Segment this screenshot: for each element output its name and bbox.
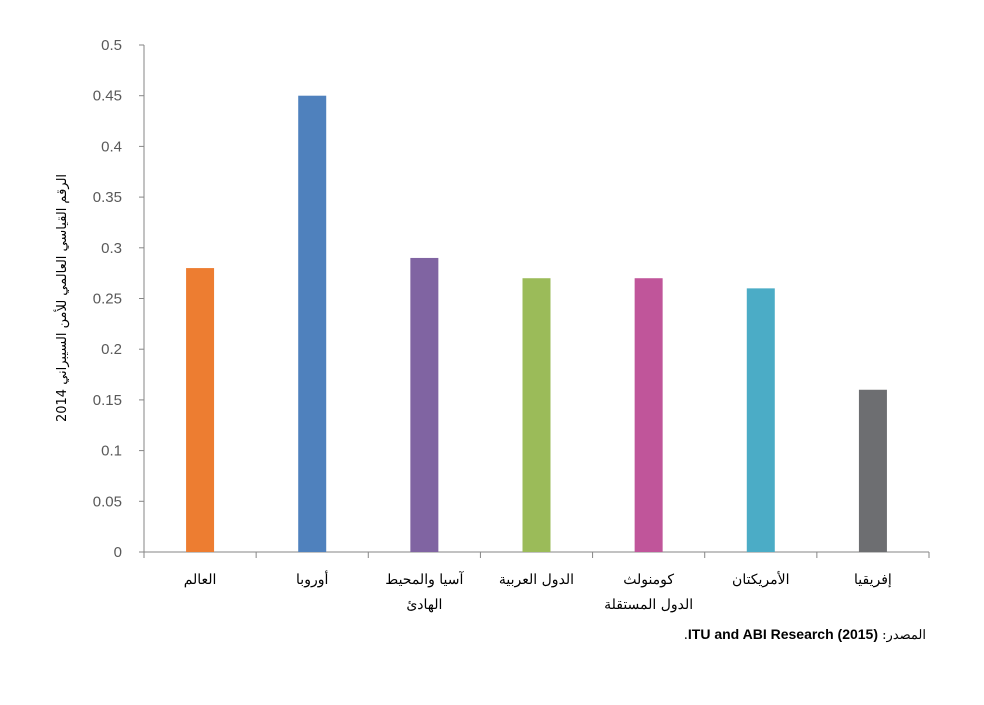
category-labels: العالم أوروبا آسيا والمحيط الهادئ الدول العر… <box>184 569 892 613</box>
y-tick-label: 0.2 <box>101 341 122 358</box>
bars <box>186 95 887 552</box>
y-tick-label: 0.4 <box>101 138 122 155</box>
x-category-label: الأمريكتان <box>732 570 790 588</box>
bar <box>634 278 663 552</box>
x-category-label: إفريقيا <box>854 572 892 588</box>
source-prefix: المصدر: <box>882 628 926 643</box>
y-axis: 0 0.05 0.1 0.15 0.2 0.25 0.3 0.35 0.4 0.45 0.5 <box>93 37 145 561</box>
x-axis <box>143 551 930 558</box>
y-tick-label: 0 <box>114 544 122 561</box>
bar <box>746 288 775 552</box>
bar <box>410 257 439 552</box>
y-axis-title: الرقم القياسي العالمي للأمن السيبراني 20… <box>53 174 70 422</box>
y-tick-label: 0.45 <box>93 88 122 105</box>
y-tick-label: 0.15 <box>93 392 122 409</box>
x-category-label: الدول المستقلة <box>604 597 693 613</box>
source-suffix: . <box>683 628 688 643</box>
y-tick-label: 0.25 <box>93 291 122 308</box>
bar <box>186 268 215 552</box>
y-tick-label: 0.35 <box>93 189 122 206</box>
bar <box>298 95 327 552</box>
source-text: ITU and ABI Research (2015) <box>687 626 879 642</box>
source-note: المصدر: ITU and ABI Research (2015). <box>684 626 926 643</box>
x-category-label: أوروبا <box>296 569 328 588</box>
bar <box>522 278 551 552</box>
x-category-label: العالم <box>184 572 217 588</box>
y-tick-label: 0.05 <box>93 493 122 510</box>
bar <box>858 389 887 552</box>
x-category-label: آسيا والمحيط <box>385 570 464 588</box>
y-tick-label: 0.1 <box>101 443 122 460</box>
x-category-label: الدول العربية <box>499 572 574 588</box>
y-tick-label: 0.5 <box>101 37 122 54</box>
y-tick-label: 0.3 <box>101 240 122 257</box>
x-category-label: كومنولث <box>623 572 674 588</box>
x-category-label: الهادئ <box>406 597 442 613</box>
